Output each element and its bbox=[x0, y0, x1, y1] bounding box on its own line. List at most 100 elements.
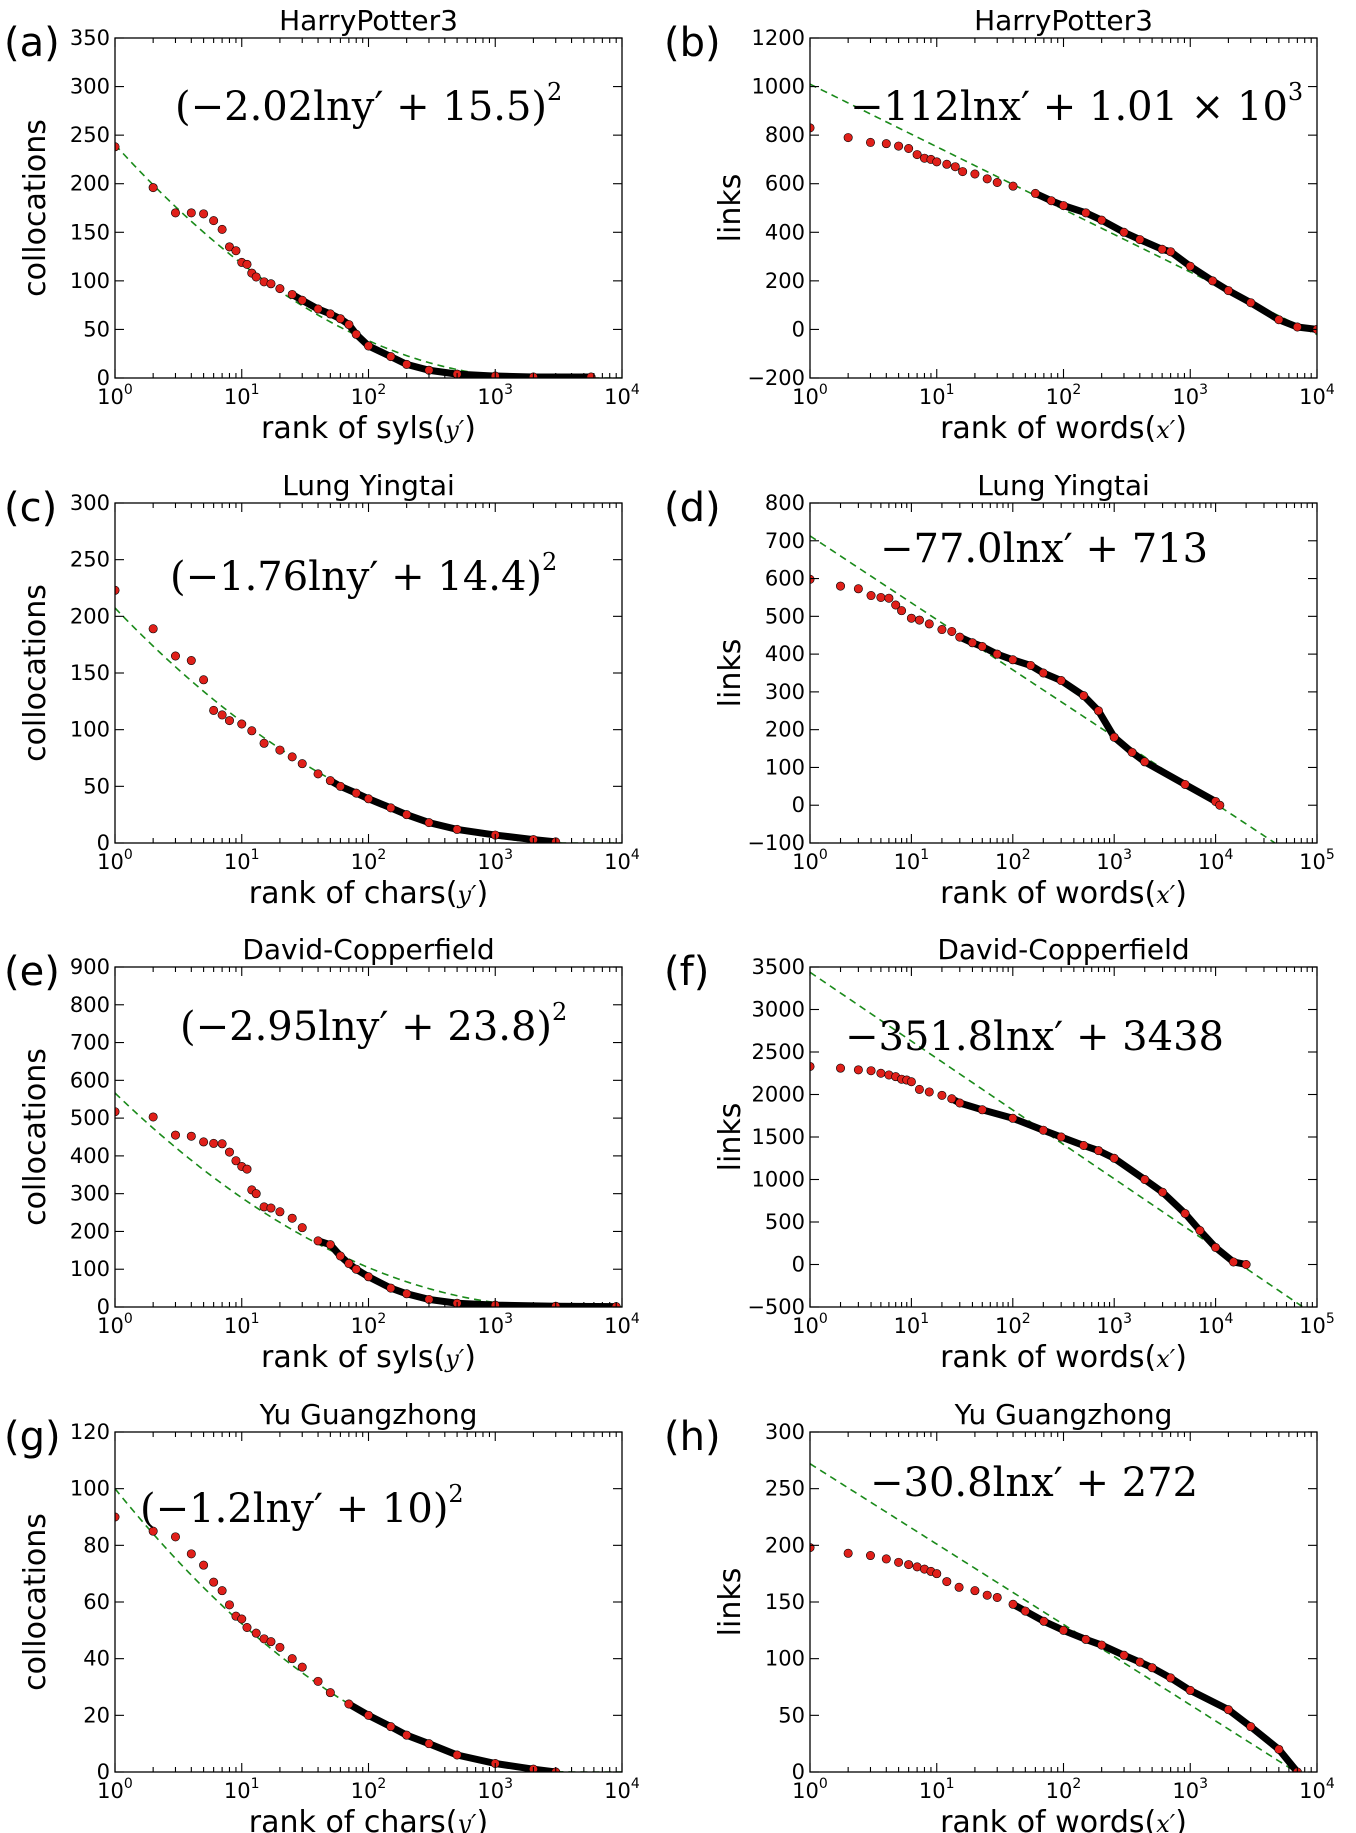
x-tick-label: 103 bbox=[1096, 1311, 1132, 1338]
data-point bbox=[231, 1156, 241, 1166]
data-point bbox=[199, 675, 209, 685]
y-tick-label: 600 bbox=[70, 1068, 110, 1092]
data-point bbox=[335, 314, 345, 324]
data-point bbox=[853, 584, 863, 594]
dense-tail-curve bbox=[288, 290, 595, 378]
y-tick-label: 3000 bbox=[752, 998, 805, 1022]
data-point bbox=[251, 1628, 261, 1638]
fit-formula: −30.8lnx′ + 272 bbox=[870, 1460, 1198, 1506]
data-point bbox=[325, 309, 335, 319]
x-tick-label: 102 bbox=[1046, 382, 1082, 409]
y-tick-label: 800 bbox=[765, 491, 805, 515]
y-tick-label: 300 bbox=[765, 680, 805, 704]
dense-tail-curve bbox=[1031, 189, 1317, 333]
panel-label: (c) bbox=[4, 485, 57, 531]
chart-panel-d: (d) Lung Yingtai 100 101 102 103 104 105 −100 0 10… bbox=[664, 469, 1335, 911]
data-point bbox=[344, 1259, 354, 1269]
dense-tail-curve bbox=[314, 1237, 620, 1307]
data-point bbox=[351, 1264, 361, 1274]
x-tick-label: 102 bbox=[1046, 1776, 1082, 1803]
y-tick-label: 0 bbox=[97, 831, 110, 855]
x-axis-label: rank of chars(y′) bbox=[249, 1805, 488, 1833]
chart-panel-b: (b) HarryPotter3 100 101 102 103 104 −200 0 200 40… bbox=[664, 4, 1335, 446]
data-point bbox=[224, 716, 234, 726]
x-tick-label: 103 bbox=[1172, 382, 1208, 409]
data-point bbox=[970, 1586, 980, 1596]
axes-frame bbox=[114, 1431, 623, 1773]
y-tick-label: 800 bbox=[765, 123, 805, 147]
data-point bbox=[1274, 315, 1284, 325]
x-tick-label: 101 bbox=[919, 1776, 955, 1803]
data-point bbox=[1180, 779, 1190, 789]
y-tick-label: 200 bbox=[70, 604, 110, 628]
data-point bbox=[170, 1532, 180, 1542]
data-point bbox=[897, 606, 907, 616]
x-tick-label: 102 bbox=[351, 847, 387, 874]
chart-panel-c: (c) Lung Yingtai 100 101 102 103 104 0 50 100 150 2… bbox=[4, 469, 640, 911]
data-point bbox=[1093, 706, 1103, 716]
data-point bbox=[335, 781, 345, 791]
data-point bbox=[266, 279, 276, 289]
x-tick-label: 100 bbox=[792, 1776, 828, 1803]
data-point bbox=[942, 1577, 952, 1587]
data-point bbox=[884, 593, 894, 603]
x-tick-label: 103 bbox=[1096, 847, 1132, 874]
data-point bbox=[148, 624, 158, 634]
y-axis-label: links bbox=[713, 1568, 748, 1637]
data-point bbox=[1185, 1685, 1195, 1695]
y-axis-label: links bbox=[713, 1103, 748, 1172]
fit-formula: (−1.2lny′ + 10)2 bbox=[140, 1480, 464, 1532]
data-point bbox=[452, 1750, 462, 1760]
data-point bbox=[1059, 1625, 1069, 1635]
data-point bbox=[1030, 188, 1040, 198]
chart-title: Yu Guangzhong bbox=[259, 1398, 478, 1431]
chart-panel-g: (g) Yu Guangzhong 100 101 102 103 104 0 20 40 60 80… bbox=[4, 1398, 640, 1833]
data-point bbox=[386, 1283, 396, 1293]
x-tick-label: 101 bbox=[224, 382, 260, 409]
y-tick-label: 100 bbox=[765, 755, 805, 779]
data-point bbox=[876, 592, 886, 602]
data-point bbox=[275, 745, 285, 755]
data-point bbox=[1158, 1187, 1168, 1197]
data-point bbox=[325, 776, 335, 786]
y-tick-label: 700 bbox=[765, 529, 805, 553]
data-point bbox=[914, 1084, 924, 1094]
y-tick-label: 700 bbox=[70, 1031, 110, 1055]
plot-area bbox=[115, 142, 622, 378]
data-point bbox=[967, 638, 977, 648]
data-point bbox=[1097, 1640, 1107, 1650]
x-tick-label: 102 bbox=[351, 382, 387, 409]
data-point bbox=[955, 1098, 965, 1108]
data-point bbox=[1093, 1146, 1103, 1156]
y-tick-label: 250 bbox=[70, 548, 110, 572]
y-tick-label: 100 bbox=[765, 1647, 805, 1671]
chart-title: HarryPotter3 bbox=[279, 4, 458, 37]
y-tick-label: 400 bbox=[765, 220, 805, 244]
data-point bbox=[186, 656, 196, 666]
x-tick-label: 102 bbox=[995, 1311, 1031, 1338]
data-point bbox=[186, 1549, 196, 1559]
y-tick-label: 600 bbox=[765, 567, 805, 591]
chart-panel-f: (f) David-Copperfield 100 101 102 103 104 105 −5… bbox=[664, 933, 1335, 1375]
data-point bbox=[335, 1251, 345, 1261]
data-point bbox=[363, 341, 373, 351]
y-tick-label: 2500 bbox=[752, 1040, 805, 1064]
data-point bbox=[209, 1138, 219, 1148]
y-tick-label: 900 bbox=[70, 955, 110, 979]
data-point bbox=[287, 1213, 297, 1223]
data-point bbox=[1109, 732, 1119, 742]
data-point bbox=[970, 169, 980, 179]
x-tick-label: 104 bbox=[1299, 382, 1335, 409]
data-point bbox=[843, 1548, 853, 1558]
y-tick-label: 150 bbox=[70, 220, 110, 244]
data-point bbox=[247, 726, 257, 736]
data-point bbox=[1008, 181, 1018, 191]
x-tick-label: 101 bbox=[894, 1311, 930, 1338]
data-point bbox=[148, 183, 158, 193]
fit-formula: −351.8lnx′ + 3438 bbox=[845, 1014, 1224, 1060]
x-tick-label: 104 bbox=[604, 847, 640, 874]
data-point bbox=[237, 719, 247, 729]
y-tick-label: 200 bbox=[765, 718, 805, 742]
y-axis-label: collocations bbox=[18, 584, 53, 762]
